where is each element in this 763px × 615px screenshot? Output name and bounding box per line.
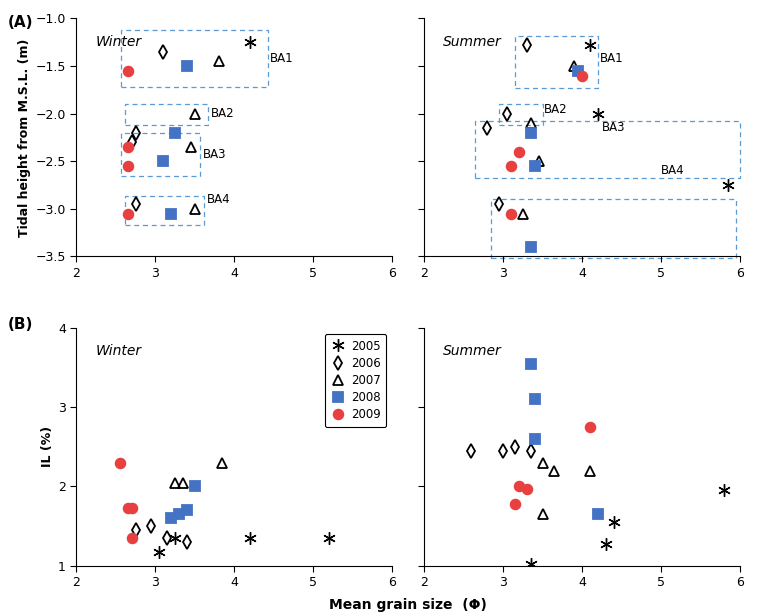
Bar xyxy=(121,133,201,175)
Y-axis label: Tidal height from M.S.L. (m): Tidal height from M.S.L. (m) xyxy=(18,38,31,237)
Text: Winter: Winter xyxy=(95,344,141,359)
Text: (A): (A) xyxy=(8,15,33,30)
Text: Summer: Summer xyxy=(443,35,502,49)
Bar xyxy=(515,36,598,88)
Text: BA2: BA2 xyxy=(544,103,568,116)
Text: Winter: Winter xyxy=(95,35,141,49)
Text: BA3: BA3 xyxy=(203,148,227,161)
Bar xyxy=(125,196,204,225)
Text: BA4: BA4 xyxy=(207,193,230,206)
Text: BA3: BA3 xyxy=(602,121,626,135)
Bar xyxy=(475,121,740,178)
Text: BA1: BA1 xyxy=(600,52,624,65)
Bar xyxy=(499,104,542,125)
Legend: 2005, 2006, 2007, 2008, 2009: 2005, 2006, 2007, 2008, 2009 xyxy=(325,334,387,427)
Text: Mean grain size  (Φ): Mean grain size (Φ) xyxy=(330,598,487,612)
Text: BA4: BA4 xyxy=(661,164,684,177)
Bar xyxy=(125,104,208,125)
Y-axis label: IL (%): IL (%) xyxy=(41,426,54,467)
Text: BA2: BA2 xyxy=(211,107,234,120)
Text: (B): (B) xyxy=(8,317,33,331)
Text: BA1: BA1 xyxy=(270,52,294,65)
Bar xyxy=(121,30,268,87)
Bar xyxy=(491,199,736,258)
Text: Summer: Summer xyxy=(443,344,502,359)
